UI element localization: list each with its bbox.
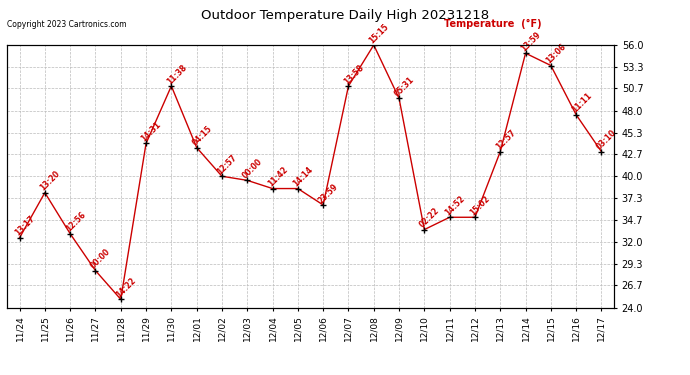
Text: Outdoor Temperature Daily High 20231218: Outdoor Temperature Daily High 20231218 — [201, 9, 489, 22]
Text: 15:02: 15:02 — [469, 194, 492, 217]
Text: 02:22: 02:22 — [418, 206, 442, 230]
Text: 00:00: 00:00 — [241, 157, 264, 180]
Text: 11:42: 11:42 — [266, 165, 290, 189]
Text: 14:52: 14:52 — [443, 194, 466, 217]
Text: 11:38: 11:38 — [165, 63, 188, 86]
Text: 14:31: 14:31 — [139, 120, 163, 144]
Text: 12:56: 12:56 — [63, 210, 87, 234]
Text: 13:58: 13:58 — [342, 63, 366, 86]
Text: 13:17: 13:17 — [13, 214, 37, 238]
Text: 13:20: 13:20 — [39, 169, 62, 193]
Text: 15:15: 15:15 — [367, 22, 391, 45]
Text: 13:06: 13:06 — [544, 42, 568, 66]
Text: 03:10: 03:10 — [595, 128, 618, 152]
Text: 04:15: 04:15 — [190, 124, 214, 147]
Text: 00:00: 00:00 — [89, 247, 112, 271]
Text: 14:14: 14:14 — [291, 165, 315, 189]
Text: Temperature  (°F): Temperature (°F) — [444, 19, 542, 29]
Text: 12:57: 12:57 — [215, 153, 239, 176]
Text: 14:22: 14:22 — [115, 276, 138, 299]
Text: 13:59: 13:59 — [519, 30, 542, 53]
Text: 05:31: 05:31 — [393, 75, 416, 98]
Text: 11:11: 11:11 — [570, 91, 593, 115]
Text: 12:57: 12:57 — [494, 128, 518, 152]
Text: 23:59: 23:59 — [317, 182, 340, 205]
Text: Copyright 2023 Cartronics.com: Copyright 2023 Cartronics.com — [7, 20, 126, 29]
